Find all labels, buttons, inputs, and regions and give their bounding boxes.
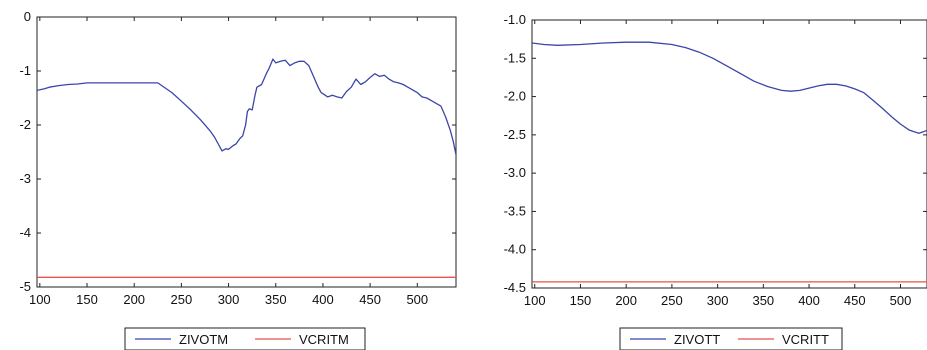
x-tick-label: 150 [76,292,98,307]
x-tick-label: 300 [707,293,729,308]
y-tick-label: -2 [19,117,31,132]
x-tick-label: 250 [661,293,683,308]
y-tick-label: -3.0 [504,165,526,180]
legend-box [619,327,843,350]
x-tick-label: 200 [123,292,145,307]
legend-label-vcritt: VCRITT [782,332,829,347]
y-tick-label: -1 [19,63,31,78]
y-tick-label: -2.0 [504,89,526,104]
legend-box [124,327,366,350]
x-tick-label: 400 [798,293,820,308]
x-tick-label: 450 [844,293,866,308]
legend: ZIVOTT VCRITT [619,327,843,350]
legend-label-zivotm: ZIVOTM [179,332,228,347]
legend: ZIVOTM VCRITM [124,327,366,350]
x-tick-label: 200 [615,293,637,308]
y-tick-label: -1.5 [504,50,526,65]
y-tick-label: -3 [19,171,31,186]
x-tick-label: 350 [752,293,774,308]
x-tick-label: 350 [265,292,287,307]
legend-label-vcritm: VCRITM [299,332,349,347]
x-tick-label: 400 [312,292,334,307]
x-tick-label: 500 [890,293,912,308]
plot-frame [36,16,457,288]
x-tick-label: 250 [171,292,193,307]
x-tick-label: 300 [218,292,240,307]
x-tick-label: 100 [524,293,546,308]
y-tick-label: -4 [19,225,31,240]
legend-label-zivott: ZIVOTT [674,332,720,347]
y-tick-label: -1.0 [504,12,526,27]
y-tick-label: -2.5 [504,127,526,142]
y-tick-label: 0 [24,9,31,24]
y-tick-label: -5 [19,279,31,294]
plot-frame [531,19,927,289]
x-tick-label: 450 [359,292,381,307]
series-line-zivotm [37,58,456,155]
x-tick-label: 500 [406,292,428,307]
series-line-zivott [532,41,927,134]
y-tick-label: -3.5 [504,203,526,218]
x-tick-label: 100 [29,292,51,307]
x-tick-label: 150 [570,293,592,308]
y-tick-label: -4.0 [504,242,526,257]
y-tick-label: -4.5 [504,280,526,295]
